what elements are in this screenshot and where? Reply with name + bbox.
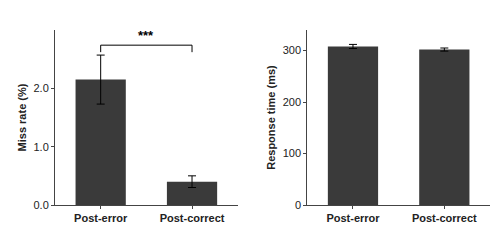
svg-text:0.0: 0.0 (34, 199, 49, 211)
svg-text:200: 200 (283, 96, 301, 108)
svg-text:2.0: 2.0 (34, 82, 49, 94)
svg-text:Post-correct: Post-correct (160, 212, 225, 224)
svg-text:0: 0 (295, 199, 301, 211)
svg-text:300: 300 (283, 44, 301, 56)
svg-text:***: *** (138, 28, 154, 43)
svg-text:100: 100 (283, 147, 301, 159)
svg-text:Post-error: Post-error (74, 212, 128, 224)
svg-text:Response time (ms): Response time (ms) (265, 65, 277, 170)
svg-text:Post-correct: Post-correct (412, 212, 477, 224)
svg-text:1.0: 1.0 (34, 141, 49, 153)
svg-text:Post-error: Post-error (326, 212, 380, 224)
svg-text:Miss rate (%): Miss rate (%) (16, 83, 28, 151)
